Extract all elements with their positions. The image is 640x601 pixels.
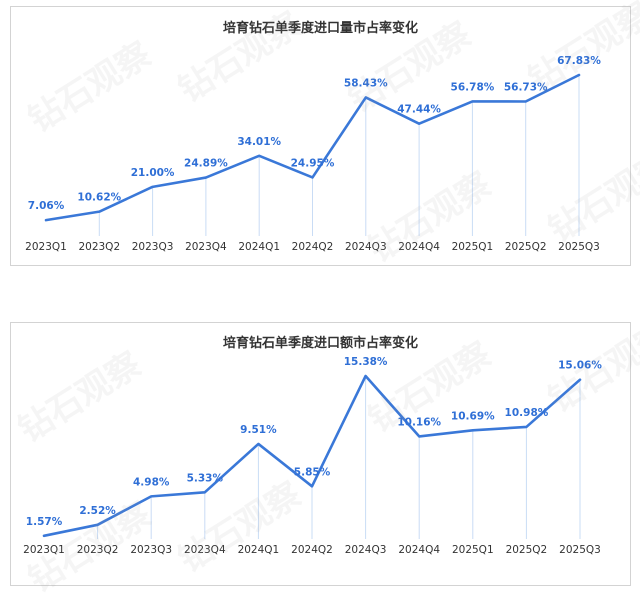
x-tick-label: 2024Q3	[345, 241, 387, 253]
x-tick-label: 2023Q4	[185, 241, 227, 253]
x-tick-label: 2024Q4	[398, 544, 440, 556]
data-label: 10.98%	[505, 407, 549, 419]
data-label: 10.69%	[451, 410, 495, 422]
data-label: 56.73%	[504, 82, 548, 94]
chart-panel-import-value-share: 培育钻石单季度进口额市占率变化 1.57% 2.52% 4.98% 5.33% 9.51…	[10, 322, 631, 586]
x-tick-label: 2023Q4	[184, 544, 226, 556]
data-label: 56.78%	[451, 81, 495, 93]
series-line	[44, 73, 581, 222]
line-chart-svg: 1.57% 2.52% 4.98% 5.33% 9.51% 5.85% 15.38% 10.1…	[23, 356, 602, 556]
x-tick-label: 2025Q2	[505, 241, 547, 253]
data-label: 21.00%	[131, 167, 175, 179]
data-label: 10.62%	[77, 192, 121, 204]
x-tick-label: 2023Q2	[78, 241, 120, 253]
data-label: 1.57%	[26, 516, 63, 528]
x-tick-label: 2023Q1	[25, 241, 67, 253]
data-label: 58.43%	[344, 77, 388, 89]
data-label: 24.89%	[184, 158, 228, 170]
data-label: 24.95%	[291, 157, 335, 169]
data-label: 15.06%	[558, 360, 602, 372]
data-label: 5.85%	[294, 466, 331, 478]
x-tick-label: 2023Q3	[130, 544, 172, 556]
x-tick-label: 2023Q1	[23, 544, 65, 556]
data-label: 10.16%	[397, 416, 441, 428]
x-tick-label: 2025Q3	[559, 544, 601, 556]
line-chart-svg: 7.06% 10.62% 21.00% 24.89% 34.01% 24.95% 58.43…	[25, 55, 601, 253]
data-label: 9.51%	[240, 424, 277, 436]
data-label: 2.52%	[79, 505, 116, 517]
x-tick-label: 2024Q1	[238, 544, 280, 556]
x-tick-label: 2025Q1	[452, 544, 494, 556]
x-tick-label: 2025Q2	[506, 544, 548, 556]
data-label: 34.01%	[237, 136, 281, 148]
chart-title: 培育钻石单季度进口量市占率变化	[222, 21, 418, 36]
x-tick-label: 2023Q2	[77, 544, 119, 556]
x-tick-label: 2024Q2	[291, 544, 333, 556]
chart-panel-import-volume-share: 培育钻石单季度进口量市占率变化 7.06% 10.62% 21.00% 24.89% 3…	[10, 6, 631, 266]
x-tick-label: 2025Q3	[558, 241, 600, 253]
x-tick-label: 2024Q2	[292, 241, 334, 253]
chart-title: 培育钻石单季度进口额市占率变化	[222, 336, 418, 351]
data-label: 5.33%	[187, 472, 224, 484]
x-tick-label: 2025Q1	[452, 241, 494, 253]
data-label: 7.06%	[28, 200, 65, 212]
x-tick-label: 2024Q1	[238, 241, 280, 253]
x-tick-label: 2024Q4	[398, 241, 440, 253]
data-label: 67.83%	[557, 55, 601, 67]
x-tick-label: 2023Q3	[132, 241, 174, 253]
x-tick-label: 2024Q3	[345, 544, 387, 556]
series-line	[42, 374, 582, 538]
data-label: 15.38%	[344, 356, 388, 368]
data-label: 4.98%	[133, 476, 170, 488]
data-label: 47.44%	[397, 104, 441, 116]
